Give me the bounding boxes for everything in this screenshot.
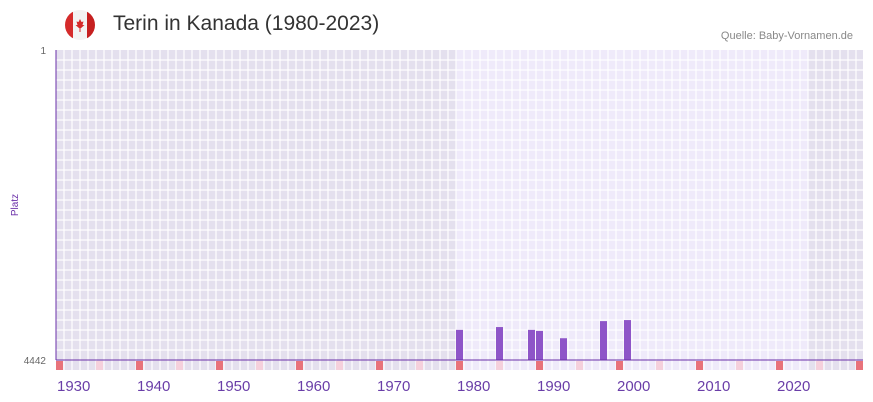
year-marker	[736, 361, 743, 370]
source-label: Quelle: Baby-Vornamen.de	[720, 30, 853, 42]
x-tick-label: 1950	[217, 378, 250, 395]
year-marker	[96, 361, 103, 370]
year-marker	[416, 361, 423, 370]
bar-1985	[496, 327, 503, 360]
bar-1980	[456, 329, 463, 360]
x-tick-label: 1960	[297, 378, 330, 395]
bar-1998	[600, 321, 607, 360]
year-marker	[376, 361, 383, 370]
bar-1993	[560, 338, 567, 360]
year-marker	[136, 361, 143, 370]
bar-1989	[528, 329, 535, 360]
y-tick-label: 1	[40, 46, 46, 57]
y-tick-label: 4442	[24, 356, 47, 367]
year-marker	[216, 361, 223, 370]
year-marker	[336, 361, 343, 370]
x-tick-label: 2020	[777, 378, 810, 395]
y-axis-label: Platz	[10, 194, 21, 216]
year-marker	[576, 361, 583, 370]
x-tick-label: 2010	[697, 378, 730, 395]
x-tick-label: 1990	[537, 378, 570, 395]
x-tick-label: 2000	[617, 378, 650, 395]
year-marker	[696, 361, 703, 370]
year-marker	[456, 361, 463, 370]
year-marker	[816, 361, 823, 370]
x-tick-label: 1970	[377, 378, 410, 395]
year-marker	[616, 361, 623, 370]
year-marker	[496, 361, 503, 370]
year-marker	[256, 361, 263, 370]
canada-flag-icon	[65, 10, 95, 40]
x-tick-label: 1980	[457, 378, 490, 395]
bar-1990	[536, 330, 543, 360]
year-marker	[176, 361, 183, 370]
year-marker	[296, 361, 303, 370]
year-marker	[536, 361, 543, 370]
year-marker	[56, 361, 63, 370]
year-marker	[656, 361, 663, 370]
page-title: Terin in Kanada (1980-2023)	[113, 12, 380, 35]
x-tick-label: 1940	[137, 378, 170, 395]
bar-2001	[624, 320, 631, 360]
year-marker	[776, 361, 783, 370]
x-tick-label: 1930	[57, 378, 90, 395]
year-marker	[856, 361, 863, 370]
